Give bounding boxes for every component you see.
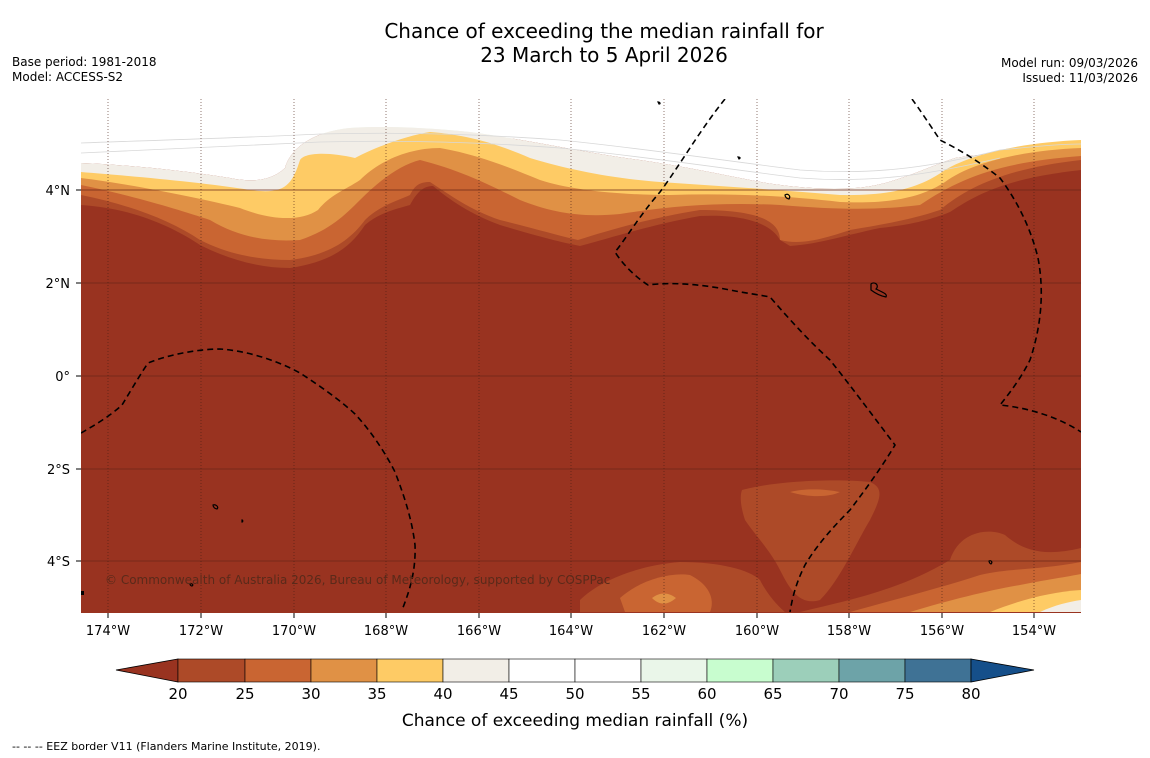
colorbar-segment xyxy=(904,658,972,683)
patch-40-45-se xyxy=(1040,600,1081,612)
lat-label: 4°N xyxy=(46,184,71,199)
meta-right: Model run: 09/03/2026 Issued: 11/03/2026 xyxy=(1001,56,1138,86)
colorbar-segment xyxy=(376,658,444,683)
island-edge-mark xyxy=(81,591,84,595)
lon-label: 168°W xyxy=(364,624,408,639)
model-run: Model run: 09/03/2026 xyxy=(1000,56,1138,70)
colorbar-segment xyxy=(244,658,312,683)
lon-label: 154°W xyxy=(1012,624,1056,639)
islands xyxy=(189,101,993,587)
colorbar-segment xyxy=(838,658,906,683)
colorbar-extend-low xyxy=(115,658,179,683)
colorbar-tick: 35 xyxy=(367,685,386,703)
lon-label: 164°W xyxy=(549,624,593,639)
colorbar-segment xyxy=(706,658,774,683)
copyright-notice: © Commonwealth of Australia 2026, Bureau… xyxy=(105,573,610,587)
latitude-labels: 4°N 2°N 0° 2°S 4°S xyxy=(46,184,71,570)
model-name: Model: ACCESS-S2 xyxy=(12,70,124,84)
meta-left: Base period: 1981-2018 Model: ACCESS-S2 xyxy=(12,55,157,85)
lon-label: 156°W xyxy=(920,624,964,639)
lon-label: 172°W xyxy=(179,624,223,639)
colorbar-segment xyxy=(177,658,246,683)
patch-30-35-south xyxy=(652,593,676,604)
lat-label: 0° xyxy=(55,370,70,385)
colorbar-tick: 20 xyxy=(168,685,187,703)
colorbar-tick: 45 xyxy=(499,685,518,703)
lat-label: 2°S xyxy=(47,463,70,478)
colorbar-segment xyxy=(310,658,378,683)
graticule-lines xyxy=(81,189,1081,562)
colorbar-tick: 80 xyxy=(961,685,980,703)
colorbar xyxy=(115,658,1035,683)
colorbar-tick: 40 xyxy=(433,685,452,703)
colorbar-tick: 25 xyxy=(235,685,254,703)
lon-label: 166°W xyxy=(457,624,501,639)
colorbar-tick: 55 xyxy=(631,685,650,703)
title-line-1: Chance of exceeding the median rainfall … xyxy=(384,19,824,43)
colorbar-title: Chance of exceeding median rainfall (%) xyxy=(402,711,748,731)
colorbar-segment xyxy=(442,658,510,683)
lon-label: 170°W xyxy=(272,624,316,639)
issued-date: Issued: 11/03/2026 xyxy=(1022,71,1138,85)
colorbar-extend-high xyxy=(970,658,1035,683)
axis-tick-marks xyxy=(76,189,1035,618)
colorbar-tick: 65 xyxy=(763,685,782,703)
lat-label: 4°S xyxy=(47,555,70,570)
colorbar-segment xyxy=(574,658,642,683)
contour-lines xyxy=(81,132,1081,180)
colorbar-segment xyxy=(508,658,576,683)
colorbar-segment xyxy=(772,658,840,683)
lon-label: 158°W xyxy=(827,624,871,639)
longitude-labels: 174°W 172°W 170°W 168°W 166°W 164°W 162°… xyxy=(86,624,1056,639)
colorbar-tick: 75 xyxy=(895,685,914,703)
eez-footnote: -- -- -- EEZ border V11 (Flanders Marine… xyxy=(12,740,321,753)
lat-label: 2°N xyxy=(46,277,71,292)
lon-label: 162°W xyxy=(642,624,686,639)
lon-label: 160°W xyxy=(735,624,779,639)
base-period: Base period: 1981-2018 xyxy=(12,55,157,69)
patch-25-30-east xyxy=(790,489,840,497)
patch-20-25-east xyxy=(740,480,880,602)
colorbar-tick-labels: 20 25 30 35 40 45 50 55 60 65 70 75 80 xyxy=(168,685,980,703)
colorbar-tick: 50 xyxy=(565,685,584,703)
rainfall-field: © Commonwealth of Australia 2026, Bureau… xyxy=(81,99,1081,613)
colorbar-tick: 60 xyxy=(697,685,716,703)
colorbar-tick: 30 xyxy=(301,685,320,703)
patch-25-30-south xyxy=(620,574,712,612)
eez-borders xyxy=(81,99,1081,613)
colorbar-segment xyxy=(640,658,708,683)
lon-label: 174°W xyxy=(86,624,130,639)
map-title: Chance of exceeding the median rainfall … xyxy=(0,19,1150,67)
band-45-55 xyxy=(81,99,1081,189)
colorbar-tick: 70 xyxy=(829,685,848,703)
title-line-2: 23 March to 5 April 2026 xyxy=(480,43,728,67)
